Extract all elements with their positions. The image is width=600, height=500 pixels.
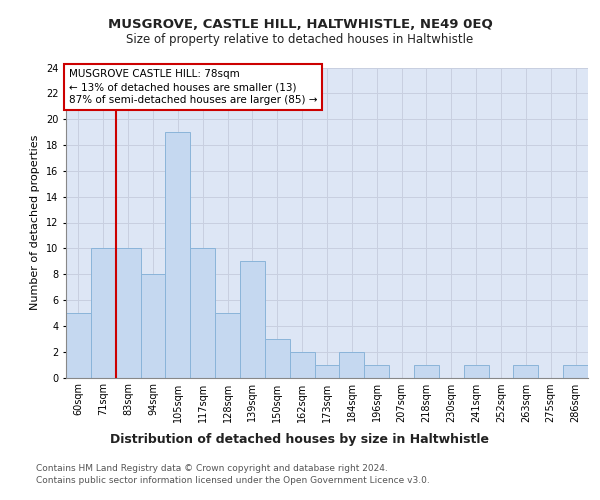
- Bar: [314, 364, 340, 378]
- Bar: [116, 248, 140, 378]
- Bar: [414, 364, 439, 378]
- Text: Contains public sector information licensed under the Open Government Licence v3: Contains public sector information licen…: [36, 476, 430, 485]
- Bar: [290, 352, 314, 378]
- Text: Distribution of detached houses by size in Haltwhistle: Distribution of detached houses by size …: [110, 432, 490, 446]
- Bar: [240, 261, 265, 378]
- Bar: [166, 132, 190, 378]
- Bar: [66, 313, 91, 378]
- Bar: [265, 339, 290, 378]
- Bar: [140, 274, 166, 378]
- Bar: [91, 248, 116, 378]
- Bar: [514, 364, 538, 378]
- Text: Contains HM Land Registry data © Crown copyright and database right 2024.: Contains HM Land Registry data © Crown c…: [36, 464, 388, 473]
- Text: MUSGROVE, CASTLE HILL, HALTWHISTLE, NE49 0EQ: MUSGROVE, CASTLE HILL, HALTWHISTLE, NE49…: [107, 18, 493, 30]
- Text: Size of property relative to detached houses in Haltwhistle: Size of property relative to detached ho…: [127, 32, 473, 46]
- Bar: [215, 313, 240, 378]
- Y-axis label: Number of detached properties: Number of detached properties: [31, 135, 40, 310]
- Bar: [364, 364, 389, 378]
- Bar: [190, 248, 215, 378]
- Bar: [340, 352, 364, 378]
- Bar: [563, 364, 588, 378]
- Text: MUSGROVE CASTLE HILL: 78sqm
← 13% of detached houses are smaller (13)
87% of sem: MUSGROVE CASTLE HILL: 78sqm ← 13% of det…: [68, 69, 317, 106]
- Bar: [464, 364, 488, 378]
